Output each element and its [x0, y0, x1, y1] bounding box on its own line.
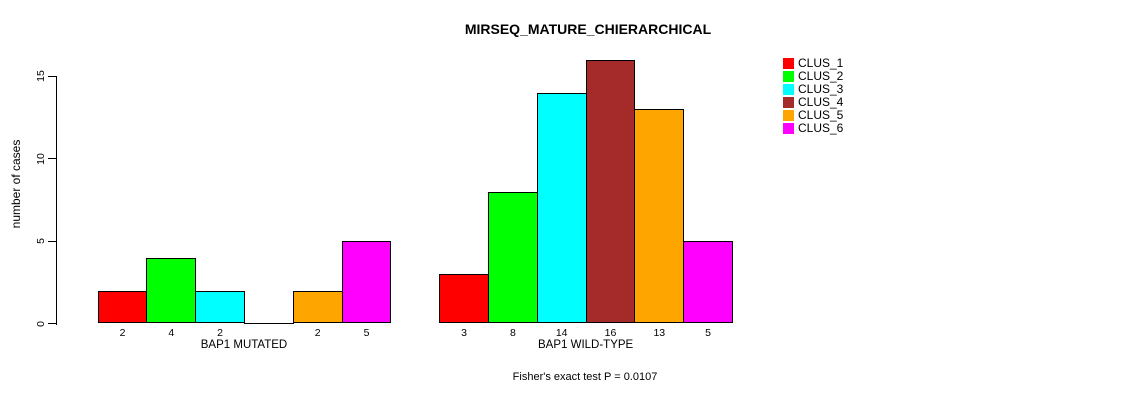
y-axis-tick-label: 10: [35, 152, 47, 165]
legend-item: CLUS_3: [783, 83, 843, 96]
legend-label: CLUS_1: [798, 56, 844, 70]
bar-clus-3: [195, 290, 245, 324]
y-axis-tick: [48, 323, 56, 324]
legend-label: CLUS_4: [798, 95, 844, 109]
bar-clus-2: [488, 191, 538, 324]
y-axis-tick: [48, 158, 56, 160]
bar-value-label: 5: [705, 327, 712, 339]
bar-value-label: 3: [461, 327, 468, 339]
y-axis-tick-label: 15: [35, 70, 47, 83]
bar-clus-3: [536, 92, 587, 324]
x-axis-group-label: BAP1 MUTATED: [200, 339, 288, 351]
bar-value-label: 14: [555, 327, 568, 339]
bar-value-label: 2: [217, 327, 224, 339]
legend-label: CLUS_6: [798, 121, 844, 135]
legend-item: CLUS_5: [783, 109, 843, 122]
bar-value-label: 13: [653, 327, 666, 339]
legend-label: CLUS_2: [798, 69, 844, 83]
legend-swatch-clus-1: [783, 58, 794, 69]
bar-clus-2: [146, 257, 197, 324]
bar-clus-6: [683, 241, 733, 324]
bar-clus-6: [341, 241, 392, 324]
legend-swatch-clus-2: [783, 71, 794, 82]
fisher-test-annotation: Fisher's exact test P = 0.0107: [512, 371, 658, 383]
y-axis-tick: [48, 75, 56, 77]
legend-label: CLUS_5: [798, 108, 844, 122]
y-axis-tick-label: 0: [35, 320, 47, 327]
y-axis-tick: [48, 240, 56, 242]
bar-clus-1: [439, 274, 489, 324]
legend-swatch-clus-5: [783, 110, 794, 121]
bar-value-label: 2: [314, 327, 321, 339]
y-axis-tick-label: 5: [35, 238, 47, 245]
chart-title: MIRSEQ_MATURE_CHIERARCHICAL: [464, 21, 712, 37]
bar-clus-5: [292, 290, 343, 324]
bar-clus-4: [585, 59, 636, 324]
legend-label: CLUS_3: [798, 82, 844, 96]
bar-value-label: 8: [509, 327, 516, 339]
legend-item: CLUS_2: [783, 70, 843, 83]
bar-clus-1: [97, 290, 148, 324]
x-axis-group-label: BAP1 WILD-TYPE: [537, 339, 634, 351]
bar-value-label: 5: [363, 327, 370, 339]
bar-clus-5: [634, 109, 685, 324]
legend-swatch-clus-4: [783, 97, 794, 108]
legend-swatch-clus-3: [783, 84, 794, 95]
legend-item: CLUS_1: [783, 57, 843, 70]
legend-item: CLUS_6: [783, 122, 843, 135]
legend-swatch-clus-6: [783, 123, 794, 134]
bar-value-label: 2: [119, 327, 126, 339]
y-axis-line: [56, 75, 57, 325]
legend-item: CLUS_4: [783, 96, 843, 109]
bar-value-label: 16: [604, 327, 617, 339]
bar-zero-clus-4: [244, 322, 294, 324]
bar-value-label: 4: [168, 327, 175, 339]
